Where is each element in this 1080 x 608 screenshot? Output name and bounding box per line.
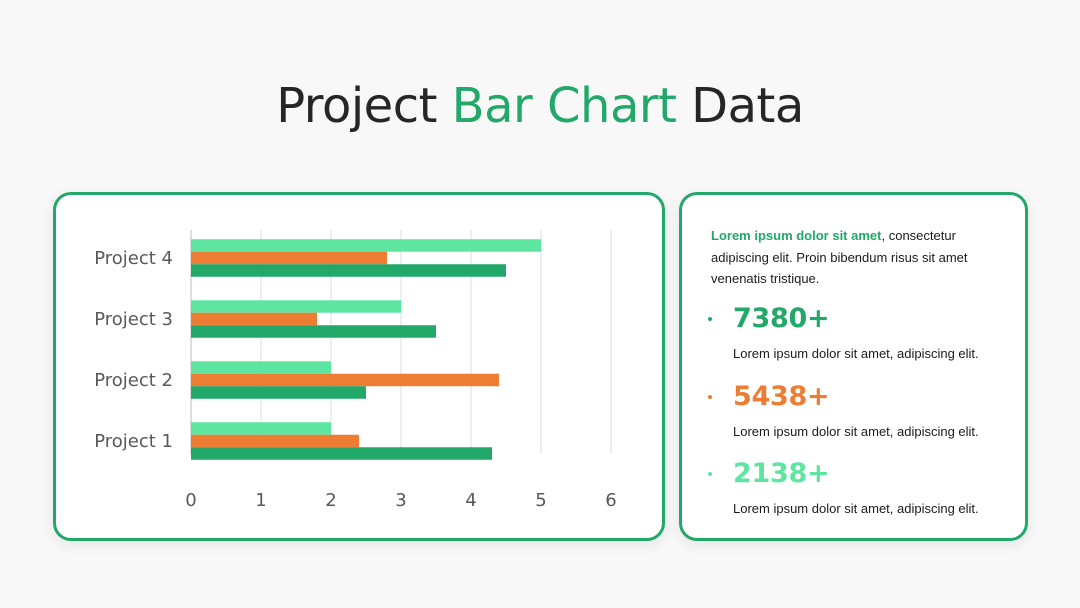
stat-value: 5438+ [733,381,830,412]
intro-highlight: Lorem ipsum dolor sit amet [711,228,882,243]
bullet-dot-icon [708,395,712,399]
x-tick-label: 1 [255,490,266,511]
y-category-label: Project 3 [94,309,173,330]
x-tick-label: 6 [605,490,616,511]
bar-chart: 0 1 2 3 4 5 6 Project 1 Project 2 Project 3 Projec… [94,230,617,511]
title-part-1: Project [276,78,452,134]
x-tick-label: 5 [535,490,546,511]
intro-text: Lorem ipsum dolor sit amet, consectetur … [711,225,1011,290]
y-category-label: Project 4 [94,248,173,269]
bar [191,300,401,313]
bar [191,361,331,374]
bar [191,386,366,399]
x-tick-label: 2 [325,490,336,511]
x-tick-label: 0 [185,490,196,511]
x-tick-label: 4 [465,490,476,511]
bar [191,434,359,448]
y-category-label: Project 1 [94,431,173,452]
title-part-3: Data [676,78,804,134]
bar [191,264,506,277]
title-accent: Bar Chart [451,78,677,134]
stat-description: Lorem ipsum dolor sit amet, adipiscing e… [733,501,979,516]
bar [191,325,436,338]
info-card: Lorem ipsum dolor sit amet, consectetur … [679,192,1028,541]
intro-rest: , consectetur adipiscing elit. Proin bib… [711,228,968,286]
x-tick-label: 3 [395,490,406,511]
bar [191,373,499,387]
bar [191,312,317,326]
stat-value: 2138+ [733,458,830,489]
bar [191,239,541,252]
stat-description: Lorem ipsum dolor sit amet, adipiscing e… [733,424,979,439]
bullet-dot-icon [708,472,712,476]
stat-description: Lorem ipsum dolor sit amet, adipiscing e… [733,346,979,361]
bar [191,447,492,460]
bar [191,251,387,265]
page-title: Project Bar Chart Data [0,78,1080,134]
stat-value: 7380+ [733,303,830,334]
bullet-dot-icon [708,317,712,321]
chart-card: 0 1 2 3 4 5 6 Project 1 Project 2 Project 3 Projec… [53,192,665,541]
y-category-label: Project 2 [94,370,173,391]
bar [191,422,331,435]
